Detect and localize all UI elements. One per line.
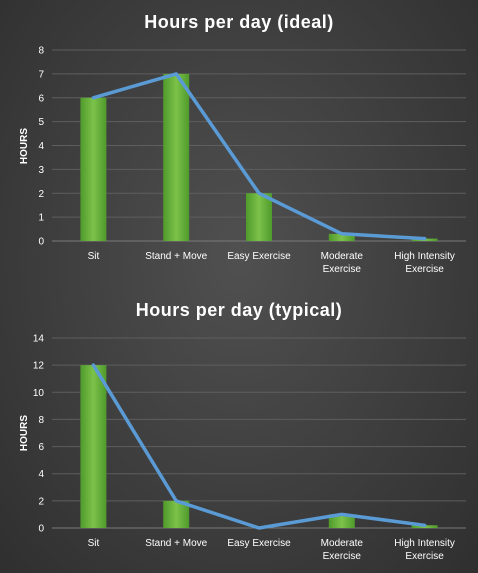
x-tick-label-line: Easy Exercise (227, 538, 291, 549)
y-axis-label: HOURS (19, 128, 30, 164)
x-tick-label: Easy Exercise (227, 251, 291, 262)
x-tick-label: High Intensity Exercise (394, 538, 455, 562)
chart-typical-svg: Hours per day (typical) HOURS 0 2 4 6 8 10 12 1… (19, 300, 466, 562)
x-tick-label: Moderate Exercise (321, 251, 364, 275)
y-tick-label: 14 (33, 334, 45, 345)
x-tick-label-line: Stand + Move (145, 538, 207, 549)
x-tick-label: Stand + Move (145, 251, 207, 262)
y-tick-label: 8 (38, 46, 44, 57)
bar-moderate-exercise (328, 514, 355, 528)
x-tick-label-line: Exercise (405, 551, 444, 562)
trend-line (91, 72, 427, 241)
y-tick-label: 10 (33, 388, 45, 399)
x-tick-label-line: Exercise (323, 551, 362, 562)
x-tick-label-line: Moderate (321, 251, 364, 262)
chart-title: Hours per day (ideal) (144, 12, 334, 32)
x-tick-label-line: Moderate (321, 538, 364, 549)
y-tick-label: 12 (33, 361, 45, 372)
x-tick-label-line: High Intensity (394, 251, 455, 262)
x-tick-label-line: High Intensity (394, 538, 455, 549)
y-tick-label: 7 (38, 69, 44, 80)
bar-easy-exercise (246, 193, 272, 241)
y-tick-label: 0 (38, 524, 44, 535)
x-tick-label-line: Exercise (323, 264, 362, 275)
y-tick-label: 4 (38, 141, 44, 152)
chart-typical: Hours per day (typical) HOURS 0 2 4 6 8 10 12 1… (0, 287, 478, 573)
x-tick-label-line: Sit (88, 251, 100, 262)
y-tick-label: 2 (38, 189, 44, 200)
bar-sit (80, 97, 107, 241)
y-tick-label: 5 (38, 117, 44, 128)
y-tick-label: 8 (38, 415, 44, 426)
x-tick-label-line: Exercise (405, 264, 444, 275)
y-tick-label: 4 (38, 469, 44, 480)
x-tick-label: Sit (88, 251, 100, 262)
y-tick-label: 0 (38, 237, 44, 248)
x-tick-label: Stand + Move (145, 538, 207, 549)
y-tick-label: 6 (38, 93, 44, 104)
chart-ideal: Hours per day (ideal) HOURS 0 1 2 3 4 5 6 7 8 Sit… (19, 12, 466, 275)
y-tick-label: 6 (38, 442, 44, 453)
bar-moderate-exercise (328, 233, 355, 241)
x-tick-label-line: Stand + Move (145, 251, 207, 262)
x-tick-label-line: Easy Exercise (227, 251, 291, 262)
x-tick-label: Moderate Exercise (321, 538, 364, 562)
trend-line (91, 363, 427, 530)
x-tick-label: High Intensity Exercise (394, 251, 455, 275)
y-tick-label: 1 (38, 213, 44, 224)
x-tick-label-line: Sit (88, 538, 100, 549)
y-axis-label: HOURS (19, 415, 30, 451)
x-tick-label: Sit (88, 538, 100, 549)
bar-sit (80, 365, 107, 528)
x-tick-label: Easy Exercise (227, 538, 291, 549)
y-tick-label: 2 (38, 496, 44, 507)
bar-stand-move (163, 73, 190, 241)
chart-title: Hours per day (typical) (136, 300, 343, 320)
y-tick-label: 3 (38, 165, 44, 176)
chart-ideal-svg: Hours per day (ideal) HOURS 0 1 2 3 4 5 6 7 8 Sit… (19, 12, 466, 275)
